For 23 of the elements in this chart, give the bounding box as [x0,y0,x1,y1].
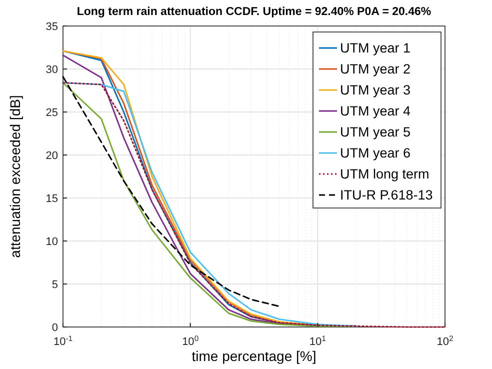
legend-label: UTM year 2 [340,62,411,77]
chart-title: Long term rain attenuation CCDF. Uptime = 92.40% P0A = 20.46% [76,6,432,18]
legend-label: UTM year 1 [340,40,411,56]
y-tick-label: 35 [46,20,58,33]
y-tick-label: 0 [52,322,58,334]
x-tick-label: 10$^{1}$ [309,334,326,348]
y-axis-title: attenuation exceeded [dB] [7,95,23,258]
legend-label: UTM year 6 [340,146,411,161]
y-tick-label: 30 [46,64,58,76]
x-axis-title: time percentage [%] [192,348,316,364]
legend-label: ITU-R P.618-13 [340,188,433,203]
x-tick-label: 10$^{2}$ [436,334,454,348]
x-tick-label: 10$^{-1}$ [53,334,73,348]
y-tick-label: 5 [52,278,58,291]
y-tick-label: 10 [46,236,58,248]
y-tick-label: 20 [46,150,58,162]
legend-label: UTM long term [340,166,430,182]
y-tick-label: 15 [46,192,58,205]
legend-label: UTM year 5 [340,124,411,140]
legend-label: UTM year 3 [340,82,411,98]
legend-label: UTM year 4 [340,104,412,119]
y-tick-label: 25 [46,106,58,119]
x-tick-label: 10$^{0}$ [182,334,199,348]
